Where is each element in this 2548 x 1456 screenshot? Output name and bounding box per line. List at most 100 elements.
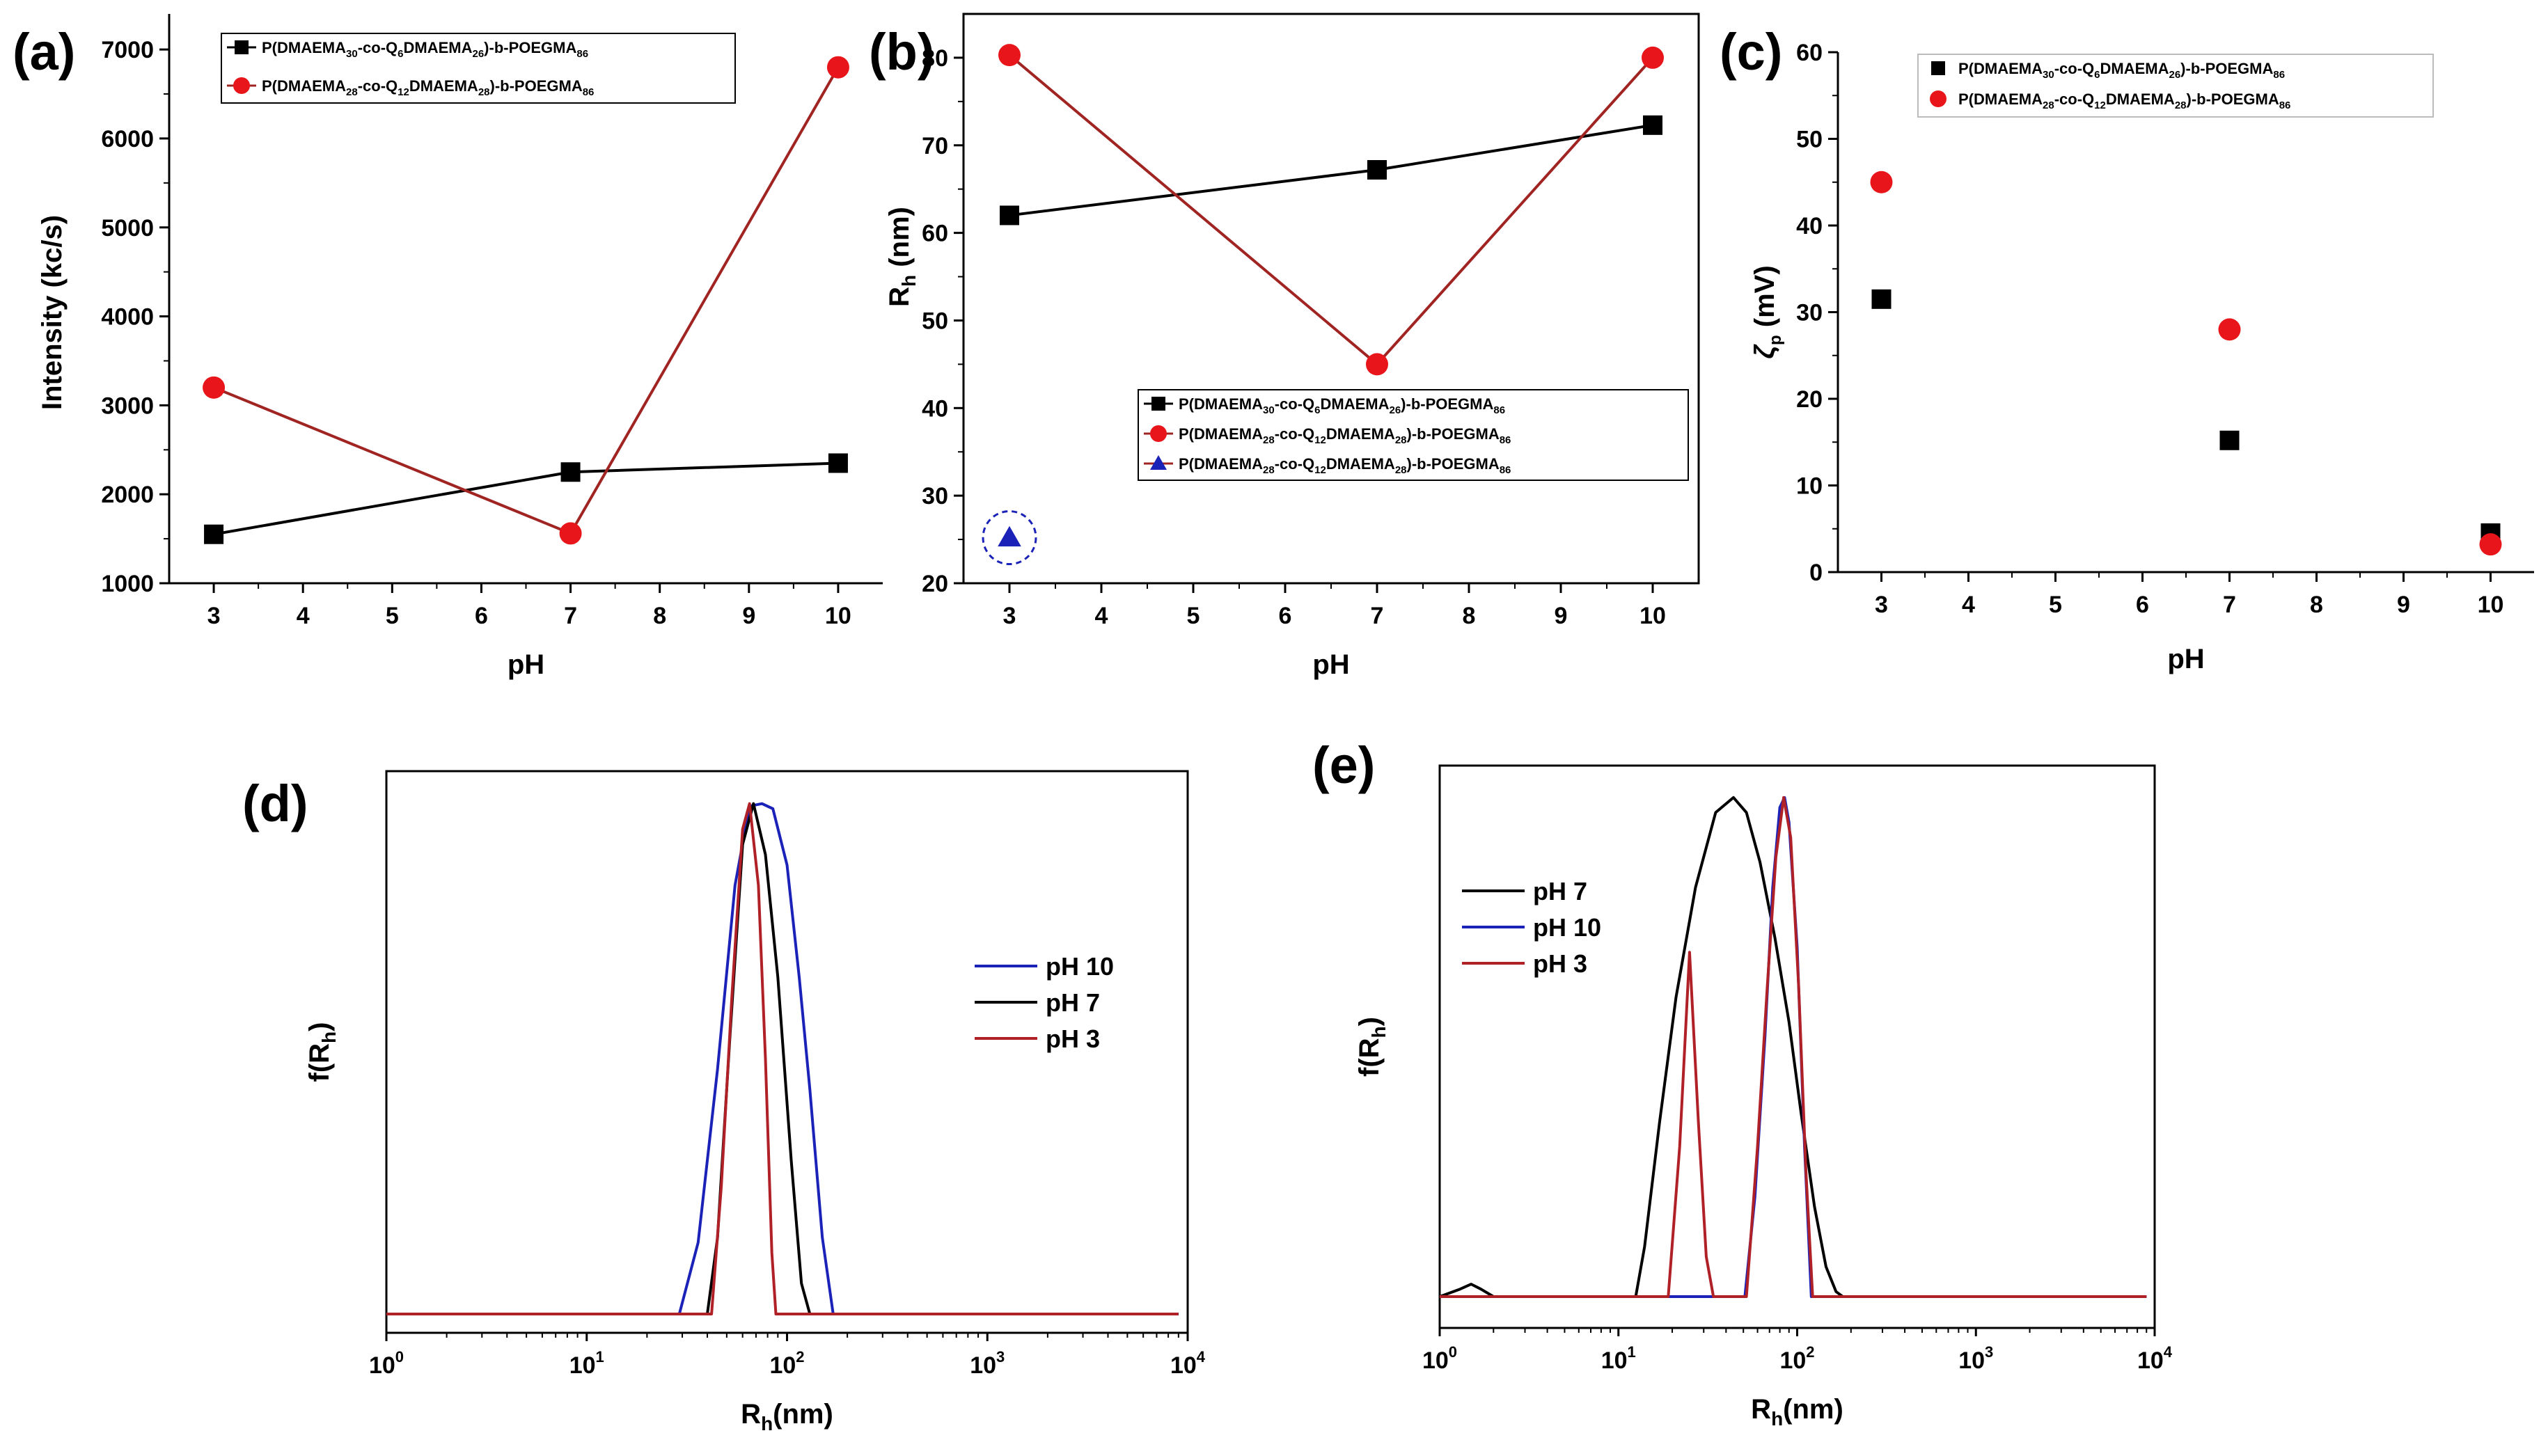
y-tick-label: 60	[922, 221, 948, 247]
series-square	[1871, 289, 2501, 543]
series-line-ph-7	[386, 802, 1179, 1315]
legend-marker	[1151, 397, 1165, 411]
x-tick-label: 5	[2049, 592, 2062, 618]
y-tick-label: 50	[1796, 127, 1823, 153]
legend-label: pH 10	[1533, 913, 1601, 942]
series-triangle	[982, 510, 1037, 566]
y-tick-label: 4000	[101, 304, 154, 331]
x-axis-title: pH	[2167, 644, 2204, 674]
y-tick-label: 40	[1796, 213, 1823, 239]
legend-label: P(DMAEMA28-co-Q12DMAEMA28)-b-POEGMA86	[1179, 425, 1511, 446]
x-tick-label: 10	[2478, 592, 2504, 618]
legend: pH 7 pH 10 pH 3	[1462, 877, 1601, 978]
legend: P(DMAEMA30-co-Q6DMAEMA26)-b-POEGMA86 P(DM…	[1917, 54, 2434, 118]
x-tick-label: 100	[1422, 1343, 1457, 1374]
legend-label: P(DMAEMA30-co-Q6DMAEMA26)-b-POEGMA86	[262, 39, 588, 60]
x-tick-label: 3	[1003, 603, 1016, 629]
data-point	[560, 462, 581, 482]
data-point	[1000, 205, 1019, 225]
data-point	[1643, 115, 1662, 135]
data-point	[204, 524, 224, 544]
series-square	[1000, 115, 1662, 225]
x-tick-label: 9	[742, 603, 755, 629]
legend-marker	[235, 40, 249, 54]
data-point	[1367, 160, 1387, 180]
y-tick-label: 10	[1796, 473, 1823, 500]
series-circle	[203, 56, 849, 545]
data-point	[1642, 46, 1664, 69]
y-tick-label: 3000	[101, 393, 154, 419]
panel-label: (e)	[1312, 736, 1375, 794]
legend-marker	[1150, 455, 1167, 470]
series-line	[213, 66, 840, 535]
legend-label: P(DMAEMA30-co-Q6DMAEMA26)-b-POEGMA86	[1958, 60, 2285, 81]
x-tick-label: 104	[2137, 1343, 2173, 1374]
y-tick-label: 2000	[101, 482, 154, 508]
series-line-ph-3	[1440, 796, 2147, 1298]
data-point	[998, 525, 1021, 547]
data-point	[998, 44, 1021, 67]
x-tick-label: 102	[769, 1348, 804, 1379]
legend: pH 10 pH 7 pH 3	[975, 952, 1114, 1053]
y-axis-title: f(Rh)	[1354, 1017, 1390, 1077]
x-tick-label: 8	[1463, 603, 1476, 629]
x-tick-label: 8	[2310, 592, 2323, 618]
x-tick-label: 101	[1601, 1343, 1636, 1374]
y-axis-title: f(Rh)	[304, 1022, 340, 1082]
legend-label: pH 10	[1046, 952, 1114, 981]
legend-label: P(DMAEMA28-co-Q12DMAEMA28)-b-POEGMA86	[1958, 90, 2290, 111]
y-tick-label: 6000	[101, 126, 154, 152]
panel-b: 3 4 5 6 7 8 9 10 20 30 40 50 60 70 80 pH Rh (nm) (b) P(DMA…	[869, 13, 1700, 680]
y-tick-label: 20	[1796, 386, 1823, 413]
x-tick-label: 4	[297, 603, 310, 629]
plot-frame	[1438, 764, 2156, 1329]
y-tick-label: 30	[922, 483, 948, 509]
data-point	[1871, 289, 1892, 309]
legend-label: pH 3	[1533, 949, 1587, 978]
series-square	[204, 453, 848, 544]
panel-label: (d)	[242, 775, 308, 832]
legend-marker	[1930, 90, 1947, 107]
data-point	[826, 56, 849, 79]
x-tick-label: 102	[1779, 1343, 1814, 1374]
y-tick-label: 5000	[101, 215, 154, 242]
data-point	[559, 522, 582, 545]
series-line-ph-7	[1439, 796, 2147, 1298]
x-tick-label: 103	[970, 1348, 1005, 1379]
legend-label: pH 7	[1046, 988, 1100, 1017]
y-axis-title: ζp (mV)	[1749, 265, 1785, 358]
y-tick-label: 1000	[101, 571, 154, 597]
x-tick-label: 7	[2223, 592, 2236, 618]
data-point	[2218, 318, 2241, 341]
series-line	[1008, 54, 1654, 367]
x-tick-label: 10	[1639, 603, 1666, 629]
legend-label: P(DMAEMA28-co-Q12DMAEMA28)-b-POEGMA86	[1179, 455, 1511, 476]
legend: P(DMAEMA30-co-Q6DMAEMA26)-b-POEGMA86 P(DM…	[1138, 389, 1689, 481]
panel-label: (a)	[13, 23, 75, 81]
y-axis-title: Rh (nm)	[884, 207, 920, 307]
y-tick-label: 60	[1796, 40, 1823, 66]
x-tick-label: 101	[569, 1348, 604, 1379]
x-tick-label: 9	[1555, 603, 1568, 629]
x-tick-label: 6	[475, 603, 488, 629]
y-tick-label: 40	[922, 395, 948, 422]
x-tick-label: 3	[1875, 592, 1888, 618]
x-tick-label: 5	[1187, 603, 1200, 629]
legend: P(DMAEMA30-co-Q6DMAEMA26)-b-POEGMA86 P(DM…	[221, 33, 736, 104]
data-point	[828, 453, 848, 473]
x-tick-label: 4	[1095, 603, 1108, 629]
x-tick-label: 8	[653, 603, 666, 629]
data-point	[1366, 353, 1388, 376]
x-tick-label: 6	[1279, 603, 1292, 629]
y-tick-label: 70	[922, 133, 948, 159]
x-tick-label: 9	[2397, 592, 2410, 618]
x-tick-label: 6	[2136, 592, 2149, 618]
series-line-ph-10	[386, 802, 1179, 1315]
legend-marker	[1931, 61, 1945, 75]
y-tick-label: 20	[922, 571, 948, 597]
legend-label: P(DMAEMA30-co-Q6DMAEMA26)-b-POEGMA86	[1179, 395, 1505, 416]
series-circle	[998, 44, 1664, 376]
panel-a: 3 4 5 6 7 8 9 10 1000 2000 3000 4000 5000 6000 7000 pH I…	[13, 14, 883, 680]
